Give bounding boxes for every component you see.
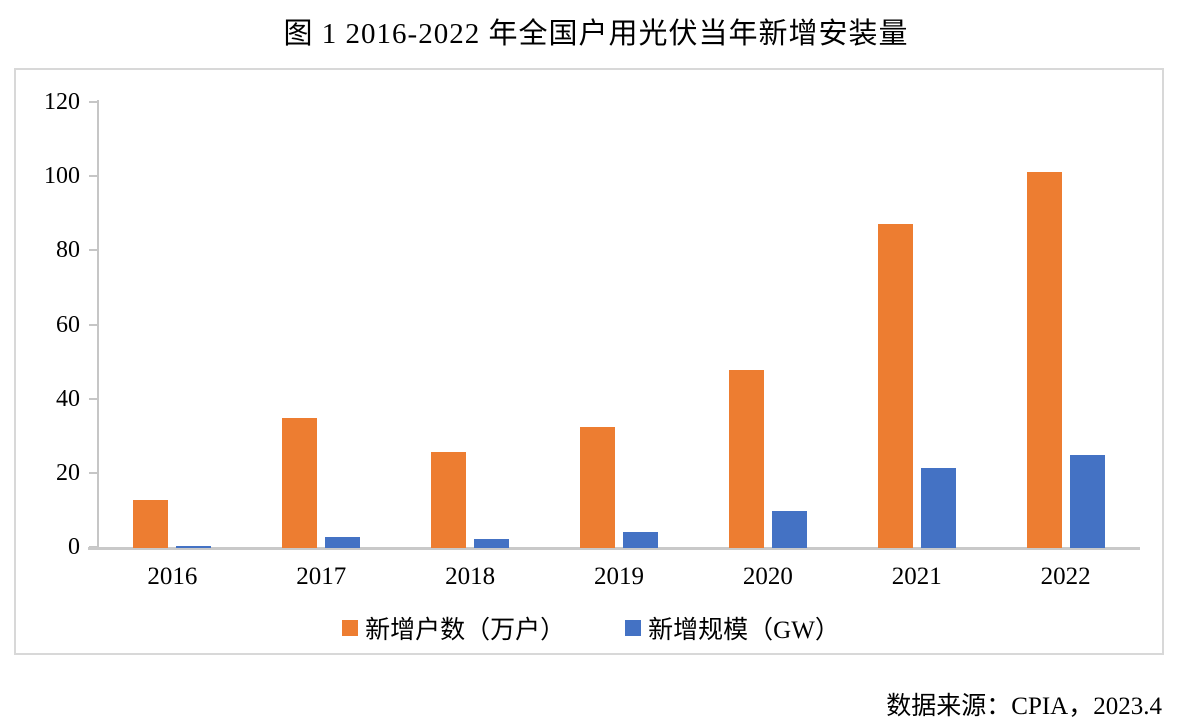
legend-item-scale: 新增规模（GW） (625, 610, 840, 646)
x-tick-label-2020: 2020 (742, 563, 793, 590)
bar-2016-households (133, 499, 169, 548)
y-tick-label: 20 (56, 459, 80, 486)
y-axis-line (97, 100, 99, 549)
bar-2018-households (431, 451, 467, 548)
x-tick-label-2019: 2019 (593, 563, 644, 590)
legend-label-scale: 新增规模（GW） (648, 617, 840, 644)
y-tick-mark (89, 175, 98, 178)
y-tick-label: 100 (44, 163, 80, 190)
bar-2019-households (580, 427, 615, 548)
y-tick-mark (89, 397, 98, 400)
x-tick-label-2022: 2022 (1040, 563, 1091, 590)
bar-2022-scale (1069, 454, 1105, 548)
bar-2017-scale (325, 536, 361, 548)
y-tick-mark (89, 101, 98, 103)
y-tick-mark (89, 323, 98, 326)
bar-2019-scale (623, 532, 658, 548)
bar-2017-households (282, 418, 318, 548)
source-note: 数据来源：CPIA，2023.4 (886, 693, 1162, 720)
bar-2021-scale (920, 467, 956, 548)
bar-2022-households (1026, 171, 1062, 548)
bar-2021-households (877, 223, 913, 548)
bar-2020-households (728, 370, 764, 548)
x-tick-label-2016: 2016 (147, 563, 198, 590)
chart-frame: 0 20 40 60 80 100 120 2016 2017 2018 2019 2020 2021… (14, 68, 1164, 655)
y-tick-label: 40 (56, 385, 80, 412)
y-tick-label: 80 (56, 237, 80, 264)
legend-swatch-households-icon (342, 620, 359, 636)
y-tick-label: 0 (68, 534, 80, 560)
legend: 新增户数（万户） 新增规模（GW） (16, 610, 1166, 646)
legend-item-households: 新增户数（万户） (342, 610, 565, 646)
x-tick-label-2017: 2017 (296, 563, 347, 590)
y-tick-label: 60 (56, 311, 80, 338)
legend-swatch-scale-icon (625, 620, 642, 636)
chart-title: 图 1 2016-2022 年全国户用光伏当年新增安装量 (283, 18, 909, 50)
x-axis-line (88, 547, 1140, 550)
y-tick-label: 120 (44, 89, 80, 115)
x-tick-label-2021: 2021 (891, 563, 942, 590)
x-tick-label-2018: 2018 (445, 563, 496, 590)
legend-label-households: 新增户数（万户） (365, 617, 566, 644)
y-tick-mark (89, 471, 98, 474)
bar-2020-scale (771, 510, 807, 548)
bar-2018-scale (474, 539, 510, 548)
bar-2016-scale (176, 546, 212, 548)
y-tick-mark (89, 249, 98, 252)
